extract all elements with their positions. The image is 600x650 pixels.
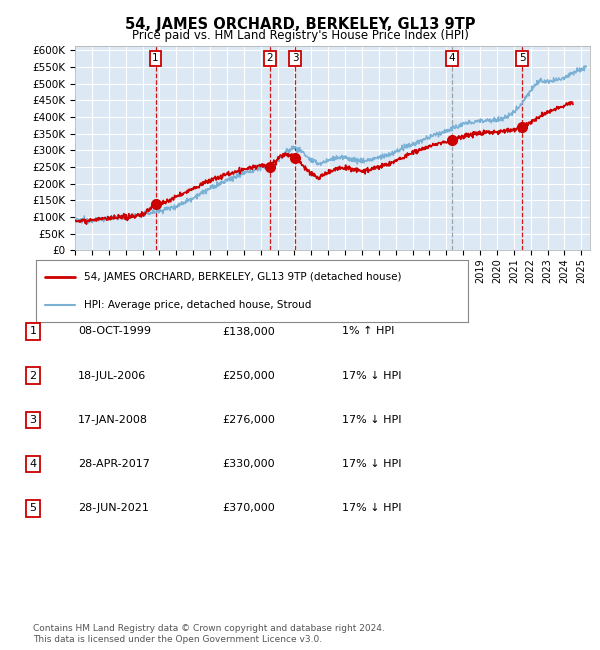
Text: 2: 2 [29, 370, 37, 381]
Text: HPI: Average price, detached house, Stroud: HPI: Average price, detached house, Stro… [83, 300, 311, 310]
Text: 54, JAMES ORCHARD, BERKELEY, GL13 9TP (detached house): 54, JAMES ORCHARD, BERKELEY, GL13 9TP (d… [83, 272, 401, 281]
Text: £330,000: £330,000 [222, 459, 275, 469]
Text: 1% ↑ HPI: 1% ↑ HPI [342, 326, 394, 337]
Text: 08-OCT-1999: 08-OCT-1999 [78, 326, 151, 337]
Text: 1: 1 [152, 53, 159, 63]
Text: 17% ↓ HPI: 17% ↓ HPI [342, 415, 401, 425]
Text: 2: 2 [266, 53, 273, 63]
Text: 1: 1 [29, 326, 37, 337]
Text: 5: 5 [29, 503, 37, 514]
Text: £370,000: £370,000 [222, 503, 275, 514]
Text: Price paid vs. HM Land Registry's House Price Index (HPI): Price paid vs. HM Land Registry's House … [131, 29, 469, 42]
Text: 18-JUL-2006: 18-JUL-2006 [78, 370, 146, 381]
Text: £138,000: £138,000 [222, 326, 275, 337]
Text: 5: 5 [519, 53, 526, 63]
Text: 17% ↓ HPI: 17% ↓ HPI [342, 503, 401, 514]
Text: 28-APR-2017: 28-APR-2017 [78, 459, 150, 469]
Text: £250,000: £250,000 [222, 370, 275, 381]
Text: 3: 3 [29, 415, 37, 425]
Text: 17-JAN-2008: 17-JAN-2008 [78, 415, 148, 425]
Text: £276,000: £276,000 [222, 415, 275, 425]
Text: 54, JAMES ORCHARD, BERKELEY, GL13 9TP: 54, JAMES ORCHARD, BERKELEY, GL13 9TP [125, 17, 475, 32]
Text: 4: 4 [448, 53, 455, 63]
Text: 17% ↓ HPI: 17% ↓ HPI [342, 459, 401, 469]
Text: 28-JUN-2021: 28-JUN-2021 [78, 503, 149, 514]
Text: 4: 4 [29, 459, 37, 469]
Text: 3: 3 [292, 53, 298, 63]
Text: Contains HM Land Registry data © Crown copyright and database right 2024.
This d: Contains HM Land Registry data © Crown c… [33, 624, 385, 644]
Text: 17% ↓ HPI: 17% ↓ HPI [342, 370, 401, 381]
